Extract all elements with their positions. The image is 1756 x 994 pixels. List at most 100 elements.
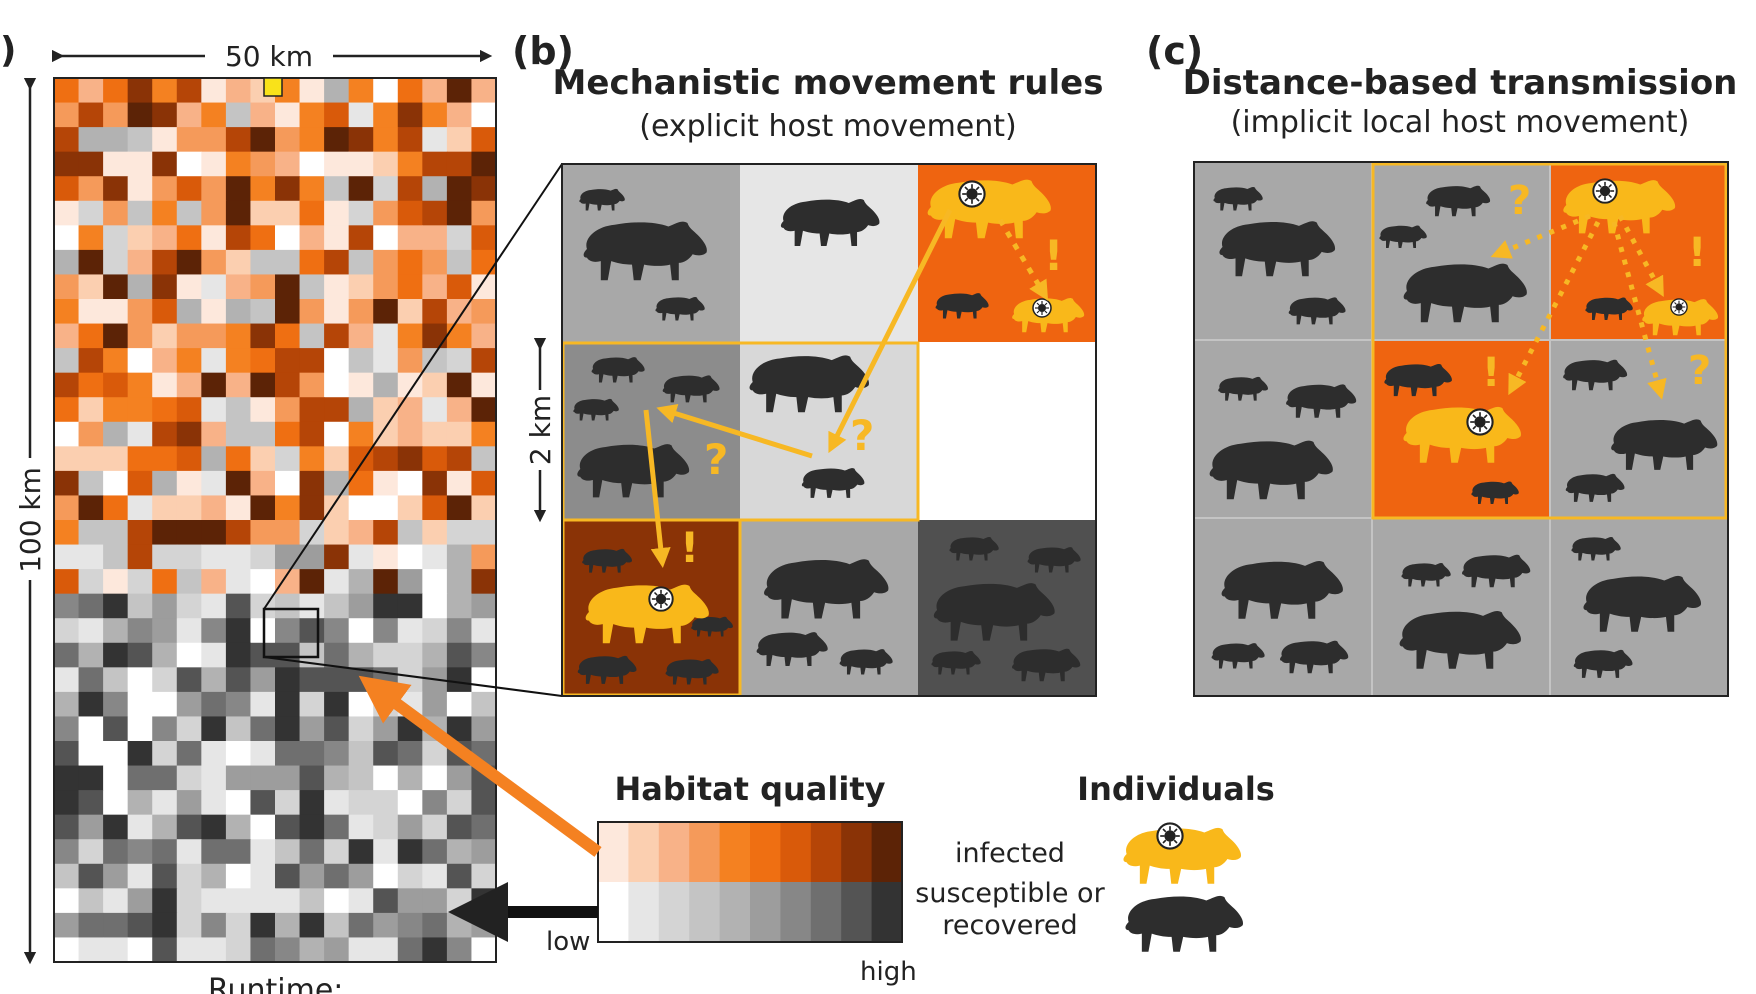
landscape-cell: [176, 569, 202, 595]
landscape-cell: [348, 78, 374, 104]
landscape-cell: [54, 888, 80, 914]
landscape-cell: [152, 225, 178, 251]
landscape-cell: [446, 200, 473, 226]
landscape-cell: [422, 642, 448, 668]
landscape-cell: [299, 274, 325, 300]
landscape-cell: [127, 495, 153, 521]
landscape-cell: [324, 397, 350, 423]
landscape-cell: [201, 863, 227, 889]
landscape-cell: [152, 127, 178, 153]
landscape-cell: [127, 520, 153, 546]
marks-c: ? ? ! !: [1482, 178, 1711, 396]
landscape-cell: [373, 225, 399, 251]
height-label: 100 km: [14, 467, 47, 573]
landscape-cell: [446, 863, 473, 889]
landscape-cell: [422, 200, 448, 226]
landscape-cell: [275, 274, 301, 300]
landscape-cell: [103, 225, 129, 251]
landscape-cell: [324, 421, 350, 447]
landscape-cell: [275, 495, 301, 521]
landscape-cell: [446, 765, 473, 791]
landscape-cell: [201, 495, 227, 521]
landscape-cell: [127, 78, 153, 104]
landscape-cell: [103, 323, 129, 349]
landscape-cell: [152, 470, 178, 497]
landscape-cell: [127, 691, 153, 718]
landscape-cell: [201, 716, 227, 742]
landscape-cell: [324, 839, 350, 865]
landscape-cell: [348, 937, 374, 963]
landscape-cell: [127, 299, 153, 325]
landscape-cell: [225, 249, 252, 276]
landscape-cell: [127, 249, 153, 276]
landscape-cell: [103, 667, 129, 693]
landscape-cell: [275, 397, 301, 423]
landscape-cell: [397, 225, 423, 251]
landscape-cell: [78, 839, 104, 865]
landscape-cell: [225, 225, 252, 251]
landscape-cell: [348, 520, 374, 546]
landscape-cell: [225, 593, 252, 619]
cell-b-1-2: [740, 164, 918, 342]
landscape-cell: [54, 470, 80, 497]
landscape-cell: [250, 912, 276, 939]
landscape-cell: [299, 593, 325, 619]
landscape-cell: [348, 470, 374, 497]
landscape-cell: [471, 274, 497, 300]
landscape-cell: [103, 446, 129, 472]
landscape-cell: [446, 176, 473, 202]
landscape-cell: [103, 839, 129, 865]
landscape-cell: [275, 176, 301, 202]
landscape-cell: [471, 790, 497, 816]
landscape-cell: [176, 200, 202, 226]
landscape-cell: [176, 716, 202, 742]
landscape-cell: [250, 200, 276, 226]
landscape-cell: [176, 544, 202, 570]
panel-b-label: (b): [512, 29, 574, 73]
landscape-cell: [225, 912, 252, 939]
landscape-cell: [176, 225, 202, 251]
panel-c: (c) Distance-based transmission (implici…: [1146, 29, 1737, 697]
landscape-cell: [250, 691, 276, 718]
landscape-cell: [324, 520, 350, 546]
landscape-cell: [324, 446, 350, 472]
habitat-high-label: high: [860, 957, 917, 987]
landscape-cell: [152, 863, 178, 889]
landscape-cell: [152, 249, 178, 276]
exclaim-mark: !: [1688, 230, 1706, 276]
landscape-cell: [78, 102, 104, 128]
scale-swatch: [780, 882, 812, 942]
landscape-cell: [422, 593, 448, 619]
landscape-cell: [348, 716, 374, 742]
landscape-cell: [250, 397, 276, 423]
landscape-cell: [275, 446, 301, 472]
landscape-cell: [446, 372, 473, 398]
landscape-cell: [471, 569, 497, 595]
landscape-cell: [397, 299, 423, 325]
landscape-cell: [397, 274, 423, 300]
cell-b-3-2: [740, 520, 918, 696]
landscape-cell: [397, 790, 423, 816]
landscape-cell: [397, 495, 423, 521]
landscape-cell: [397, 544, 423, 570]
landscape-cell: [103, 470, 129, 497]
landscape-cell: [127, 569, 153, 595]
landscape-cell: [127, 716, 153, 742]
landscape-cell: [275, 814, 301, 840]
landscape-cell: [152, 495, 178, 521]
landscape-cell: [54, 569, 80, 595]
landscape-cell: [373, 863, 399, 889]
landscape-cell: [152, 520, 178, 546]
landscape-cell: [348, 225, 374, 251]
landscape-cell: [446, 790, 473, 816]
landscape-cell: [201, 372, 227, 398]
landscape-cell: [324, 937, 350, 963]
landscape-cell: [78, 348, 104, 374]
panel-b-frame: [561, 163, 1097, 697]
landscape-cell: [152, 790, 178, 816]
landscape-cell: [397, 593, 423, 619]
scale-swatch: [841, 822, 873, 882]
landscape-cell: [78, 495, 104, 521]
zoom-region: [262, 607, 320, 659]
landscape-cell: [225, 716, 252, 742]
